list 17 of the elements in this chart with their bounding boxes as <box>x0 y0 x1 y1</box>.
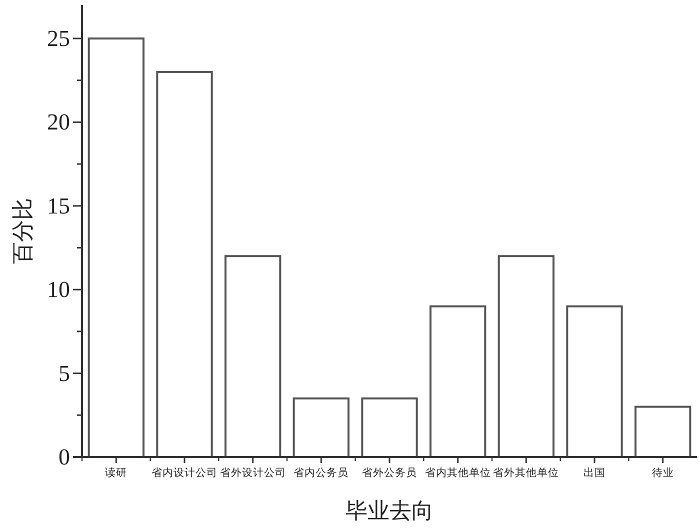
y-tick-label: 0 <box>58 444 70 470</box>
y-tick-label: 10 <box>47 277 70 302</box>
x-tick-label: 省外设计公司 <box>220 466 286 479</box>
x-axis-title: 毕业去向 <box>346 498 434 523</box>
y-tick-label: 25 <box>47 26 70 51</box>
x-tick-label: 省内设计公司 <box>152 466 218 479</box>
y-tick-label: 20 <box>47 110 70 135</box>
x-tick-label: 省内其他单位 <box>424 466 491 479</box>
x-tick-label: 读研 <box>105 466 128 479</box>
x-tick-label: 省内公务员 <box>294 466 349 479</box>
x-tick-label: 省外其他单位 <box>493 466 560 479</box>
x-tick-label: 省外公务员 <box>362 466 417 479</box>
y-tick-label: 15 <box>47 193 70 218</box>
y-tick-label: 5 <box>58 360 70 386</box>
y-axis-title: 百分比 <box>10 198 35 264</box>
x-tick-label: 待业 <box>652 466 674 479</box>
x-tick-label: 出国 <box>584 466 606 479</box>
